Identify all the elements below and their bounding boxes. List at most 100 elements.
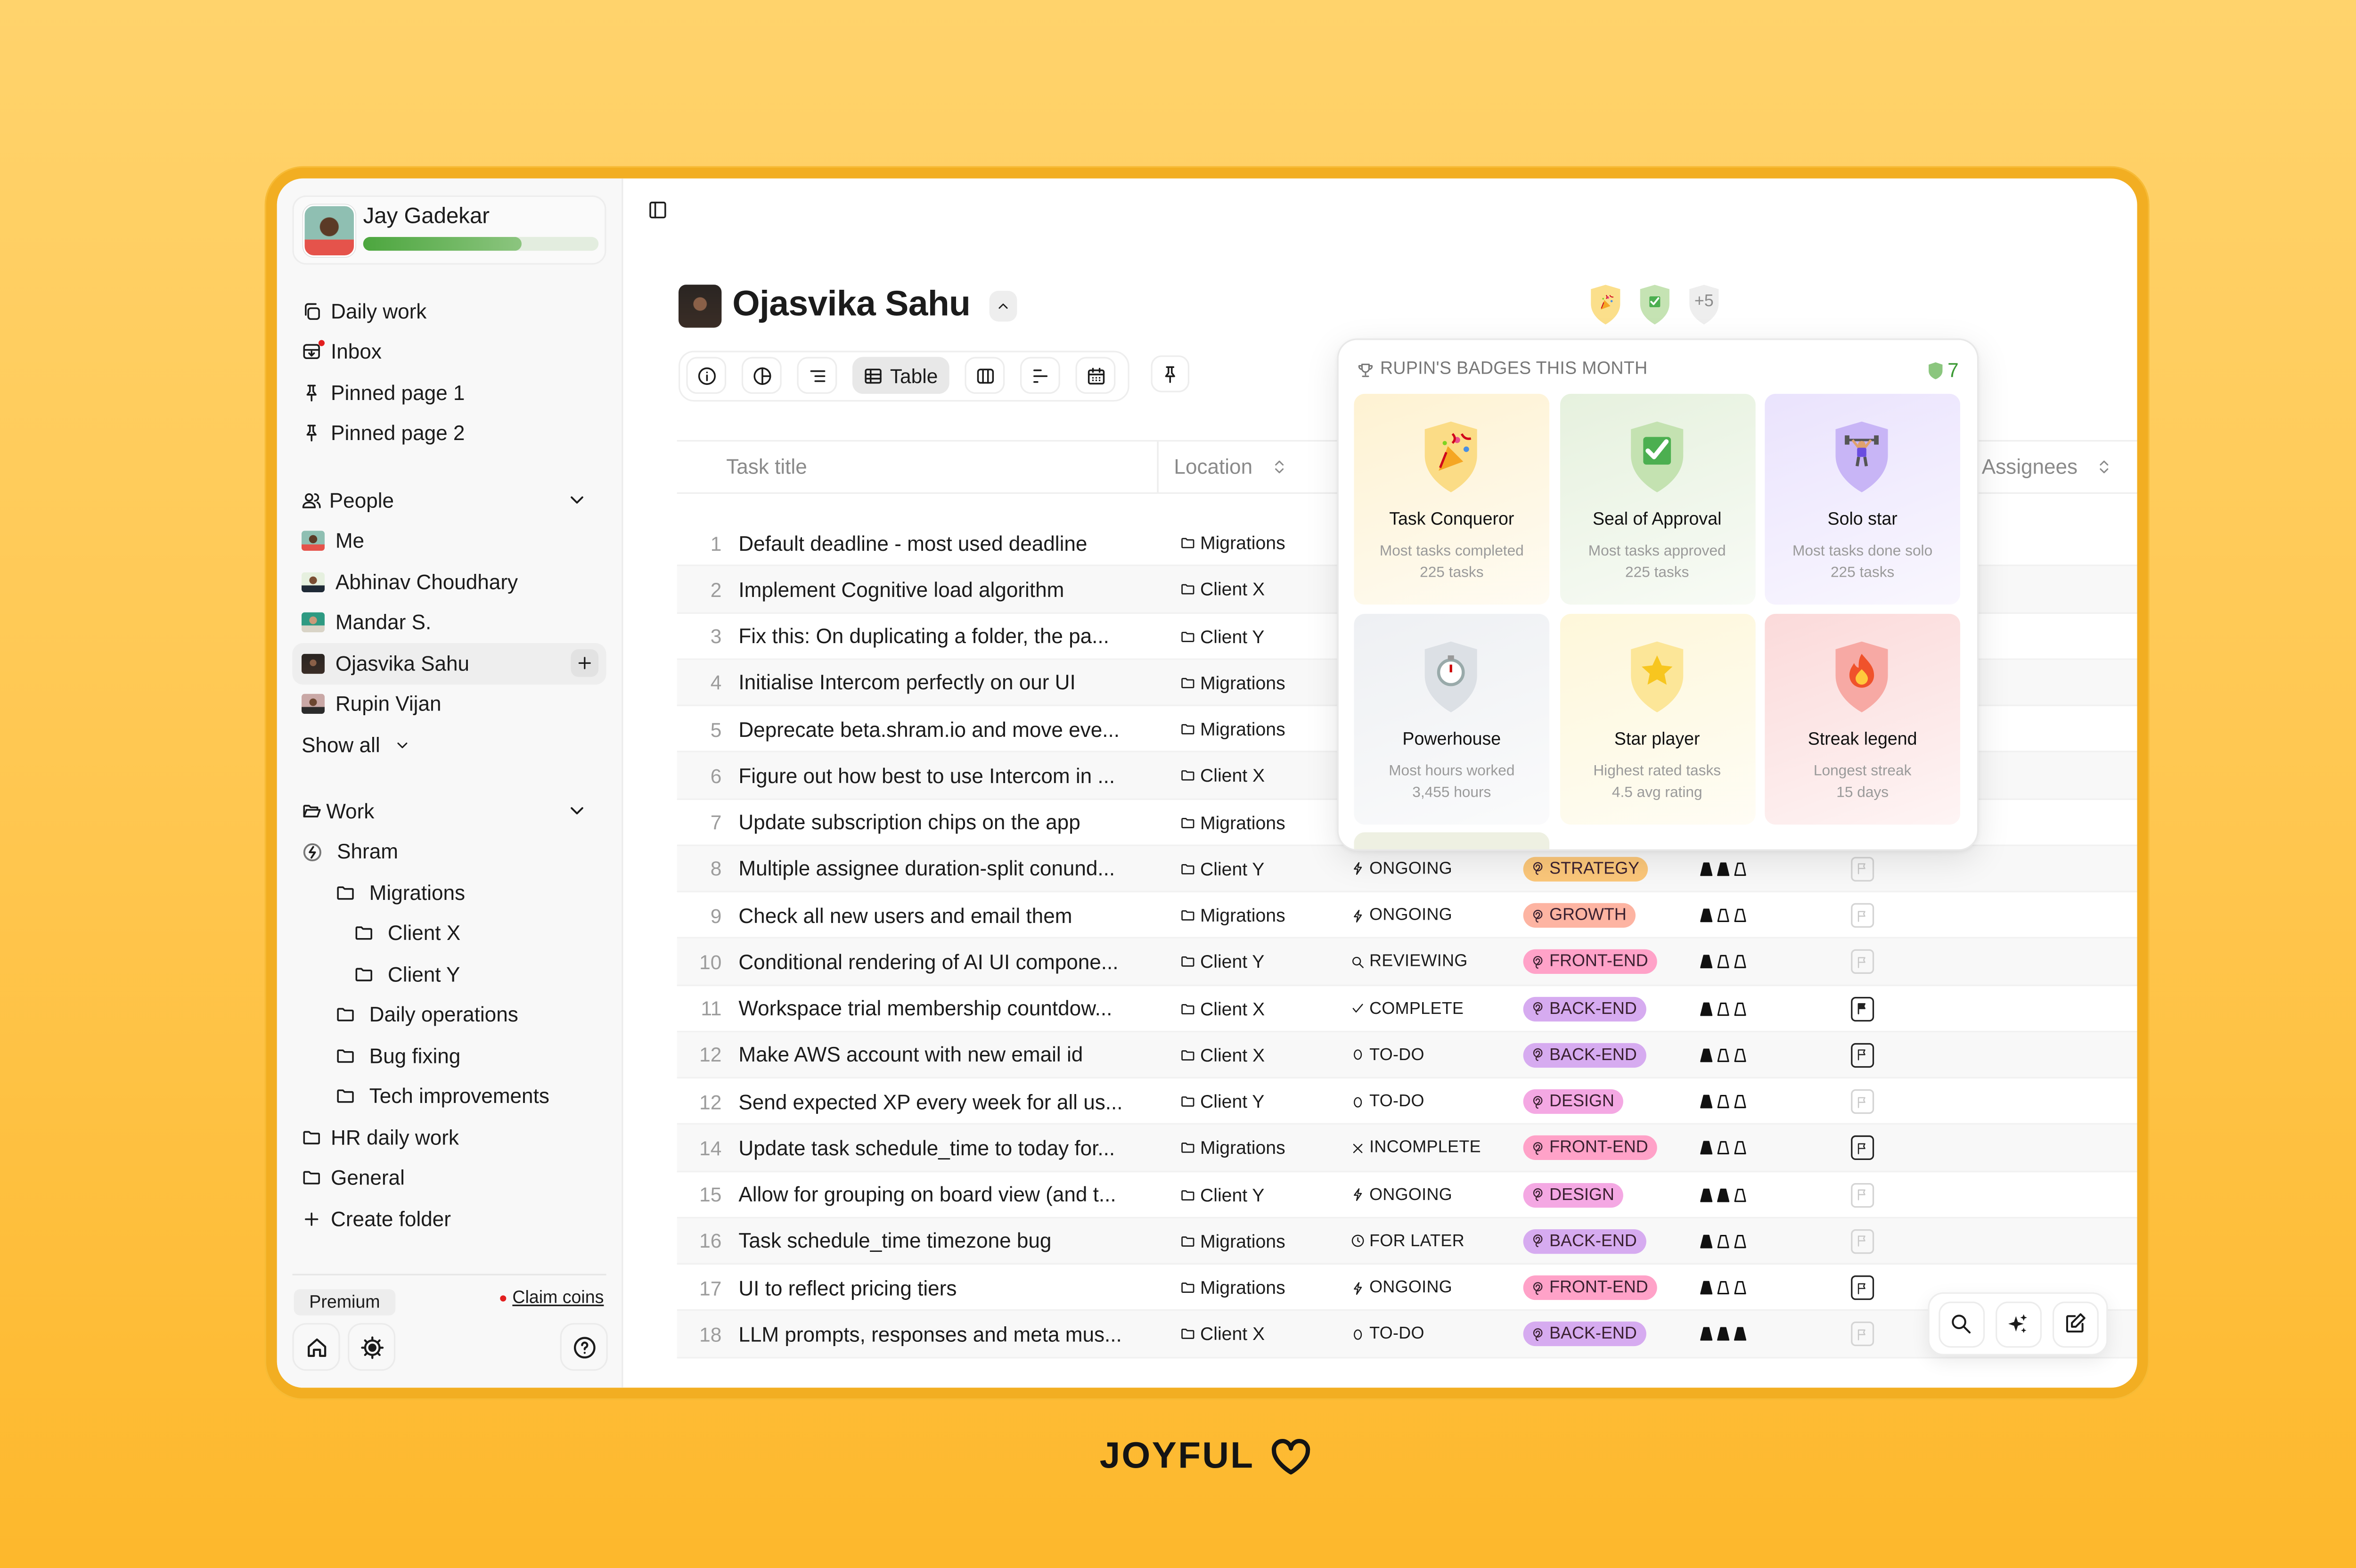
sidebar-item-inbox[interactable]: Inbox (292, 332, 606, 373)
sidebar-folder-client-y[interactable]: Client Y (292, 954, 606, 995)
sidebar-item-pinned-page-2[interactable]: Pinned page 2 (292, 413, 606, 454)
sidebar-folder-migrations[interactable]: Migrations (292, 872, 606, 913)
task-title[interactable]: LLM prompts, responses and meta mus... (738, 1323, 1122, 1346)
task-tag[interactable]: BACK-END (1523, 1043, 1646, 1068)
task-title[interactable]: Conditional rendering of AI UI compone..… (738, 950, 1119, 974)
task-status[interactable]: ONGOING (1351, 846, 1452, 892)
sidebar-folder-client-x[interactable]: Client X (292, 913, 606, 954)
task-title[interactable]: Check all new users and email them (738, 904, 1072, 927)
task-location[interactable]: Client Y (1180, 939, 1264, 985)
task-location[interactable]: Migrations (1180, 1265, 1285, 1311)
priority-indicator[interactable] (1700, 1311, 1747, 1357)
task-location[interactable]: Migrations (1180, 1218, 1285, 1264)
flag-toggle[interactable] (1851, 1322, 1874, 1347)
column-header-location[interactable]: Location (1174, 441, 1288, 492)
table-row[interactable]: 10 Conditional rendering of AI UI compone… (677, 939, 2137, 986)
table-row[interactable]: 15 Allow for grouping on board view (and … (677, 1172, 2137, 1218)
flag-toggle[interactable] (1851, 1135, 1874, 1160)
table-row[interactable]: 12 Send expected XP every week for all us… (677, 1078, 2137, 1125)
task-title[interactable]: UI to reflect pricing tiers (738, 1276, 957, 1299)
header-badge-check-box[interactable] (1636, 283, 1674, 326)
badge-card[interactable]: Seal of Approval Most tasks approved 225 t… (1559, 393, 1755, 605)
task-tag[interactable]: FRONT-END (1523, 949, 1658, 974)
table-row[interactable]: 14 Update task schedule_time to today for… (677, 1125, 2137, 1172)
flag-toggle[interactable] (1851, 1089, 1874, 1114)
help-button[interactable] (560, 1323, 608, 1371)
task-status[interactable]: COMPLETE (1351, 985, 1464, 1031)
view-info-button[interactable] (686, 357, 727, 394)
task-location[interactable]: Client Y (1180, 1172, 1264, 1218)
sidebar-folder-shram[interactable]: Shram (292, 832, 606, 873)
sidebar-folder-tech-improvements[interactable]: Tech improvements (292, 1076, 606, 1117)
pin-view-button[interactable] (1151, 355, 1190, 392)
task-location[interactable]: Migrations (1180, 520, 1285, 566)
profile-card[interactable]: Jay Gadekar (292, 195, 606, 265)
badge-card[interactable]: Streak legend Longest streak 15 days (1765, 613, 1961, 824)
add-button[interactable] (571, 649, 599, 677)
show-all-button[interactable]: Show all (292, 725, 606, 766)
task-tag[interactable]: BACK-END (1523, 996, 1646, 1021)
task-title[interactable]: Initialise Intercom perfectly on our UI (738, 671, 1076, 694)
sidebar-folder-daily-operations[interactable]: Daily operations (292, 995, 606, 1036)
view-table-button[interactable]: Table (852, 357, 949, 394)
priority-indicator[interactable] (1700, 985, 1746, 1031)
sidebar-person-mandar[interactable]: Mandar S. (292, 602, 606, 643)
task-location[interactable]: Client X (1180, 566, 1265, 612)
task-location[interactable]: Client X (1180, 753, 1265, 799)
task-title[interactable]: Deprecate beta.shram.io and move eve... (738, 718, 1120, 741)
table-row[interactable]: 17 UI to reflect pricing tiers Migrations O… (677, 1265, 2137, 1311)
view-pie-chart-button[interactable] (741, 357, 782, 394)
sidebar-person-rupin[interactable]: Rupin Vijan (292, 684, 606, 725)
task-tag[interactable]: FRONT-END (1523, 1275, 1658, 1300)
task-status[interactable]: ONGOING (1351, 1172, 1452, 1218)
task-location[interactable]: Migrations (1180, 660, 1285, 706)
task-location[interactable]: Migrations (1180, 892, 1285, 939)
task-location[interactable]: Client Y (1180, 613, 1264, 659)
badge-card[interactable]: Task Conqueror Most tasks completed 225 ta… (1354, 393, 1550, 605)
view-gantt-button[interactable] (1020, 357, 1060, 394)
header-badges[interactable]: +5 (1587, 283, 1724, 326)
priority-indicator[interactable] (1700, 1032, 1746, 1078)
table-row[interactable]: 11 Workspace trial membership countdow...… (677, 985, 2137, 1032)
task-status[interactable]: TO-DO (1351, 1032, 1424, 1078)
task-location[interactable]: Client X (1180, 1032, 1265, 1078)
task-tag[interactable]: DESIGN (1523, 1182, 1624, 1207)
chevron-down-icon[interactable] (566, 489, 588, 511)
claim-coins-link[interactable]: Claim coins (500, 1289, 604, 1308)
people-section-header[interactable]: People (292, 480, 606, 521)
flag-toggle[interactable] (1851, 949, 1874, 974)
task-title[interactable]: Update task schedule_time to today for..… (738, 1136, 1115, 1160)
task-location[interactable]: Client Y (1180, 1078, 1264, 1125)
priority-indicator[interactable] (1700, 1078, 1746, 1125)
table-row[interactable]: 12 Make AWS account with new email id Clie… (677, 1032, 2137, 1078)
badge-card[interactable]: Powerhouse Most hours worked 3,455 hours (1354, 613, 1550, 824)
search-button[interactable] (1938, 1300, 1984, 1347)
badge-card[interactable]: Star player Highest rated tasks 4.5 avg ra… (1559, 613, 1755, 824)
column-header-task-title[interactable]: Task title (726, 441, 807, 492)
priority-indicator[interactable] (1700, 1218, 1746, 1264)
task-title[interactable]: Make AWS account with new email id (738, 1043, 1083, 1067)
task-status[interactable]: ONGOING (1351, 892, 1452, 939)
task-tag[interactable]: BACK-END (1523, 1229, 1646, 1254)
sidebar-folder-bug-fixing[interactable]: Bug fixing (292, 1036, 606, 1077)
task-title[interactable]: Fix this: On duplicating a folder, the p… (738, 624, 1109, 648)
priority-indicator[interactable] (1700, 892, 1746, 939)
priority-indicator[interactable] (1700, 939, 1746, 985)
badge-card[interactable]: Solo star Most tasks done solo 225 tasks (1765, 393, 1961, 605)
task-title[interactable]: Task schedule_time timezone bug (738, 1229, 1052, 1253)
task-title[interactable]: Workspace trial membership countdow... (738, 996, 1113, 1020)
task-tag[interactable]: FRONT-END (1523, 1135, 1658, 1160)
table-row[interactable]: 18 LLM prompts, responses and meta mus...… (677, 1311, 2137, 1358)
sidebar-folder-create-folder[interactable]: Create folder (292, 1199, 606, 1240)
sidebar-person-jay[interactable]: Me (292, 521, 606, 562)
priority-indicator[interactable] (1700, 1125, 1746, 1171)
task-status[interactable]: FOR LATER (1351, 1218, 1464, 1264)
sidebar-folder-general[interactable]: General (292, 1158, 606, 1199)
priority-indicator[interactable] (1700, 846, 1746, 892)
task-title[interactable]: Implement Cognitive load algorithm (738, 578, 1064, 601)
flag-toggle[interactable] (1851, 903, 1874, 928)
chevron-down-icon[interactable] (566, 800, 588, 822)
sidebar-person-abhinav[interactable]: Abhinav Choudhary (292, 562, 606, 603)
task-location[interactable]: Migrations (1180, 706, 1285, 752)
task-tag[interactable]: DESIGN (1523, 1089, 1624, 1114)
